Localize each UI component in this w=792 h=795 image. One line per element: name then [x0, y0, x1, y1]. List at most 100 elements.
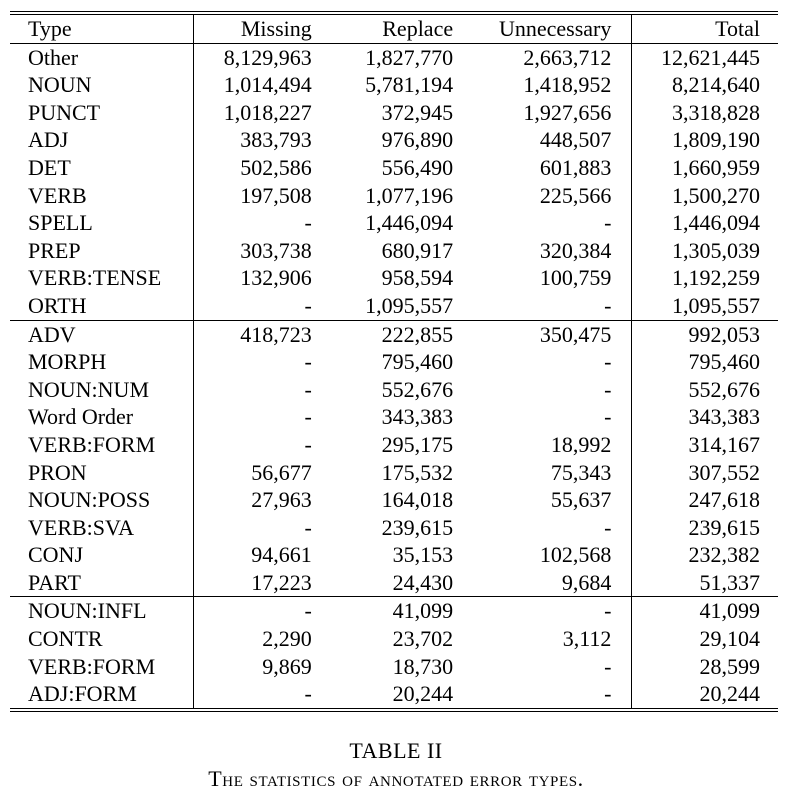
cell-total: 51,337: [631, 568, 778, 597]
cell-missing: 197,508: [193, 181, 322, 210]
cell-missing: -: [193, 348, 322, 376]
table-row: PREP 303,738 680,917 320,384 1,305,039: [10, 236, 778, 265]
cell-replace: 18,730: [392, 653, 454, 679]
cell-missing: -: [193, 430, 322, 459]
cell-type: CONJ: [28, 542, 84, 568]
table-row: VERB:FORM 9,869 18,730 -28,599: [10, 652, 778, 681]
cell-replace: 343,383: [381, 404, 454, 430]
cell-replace: 958,594: [381, 265, 454, 291]
cell-total: 247,618: [631, 486, 778, 514]
cell-unnecessary: 601,883: [539, 154, 612, 180]
cell-unnecessary: 102,568: [539, 542, 612, 568]
cell-total: 1,305,039: [631, 236, 778, 265]
cell-unnecessary: 320,384: [539, 237, 612, 263]
cell-total: 314,167: [631, 430, 778, 459]
cell-replace: 680,917: [381, 237, 454, 263]
cell-missing: 94,661: [193, 541, 322, 569]
cell-missing: 56,677: [193, 458, 322, 487]
cell-missing: 2,290: [193, 625, 322, 653]
cell-unnecessary: 75,343: [550, 459, 612, 485]
table-body: Other 8,129,963 1,827,770 2,663,712 12,621,4…: [10, 43, 778, 708]
cell-type: VERB:SVA: [28, 514, 134, 540]
cell-replace: 976,890: [381, 127, 454, 153]
cell-type: ADV: [10, 319, 194, 349]
table-row: NOUN 1,014,494 5,781,194 1,418,952 8,214,640: [10, 71, 778, 99]
cell-replace: 1,077,196: [365, 182, 454, 208]
cell-total: 8,214,640: [631, 71, 778, 99]
cell-missing: -: [193, 375, 322, 404]
table-row: NOUN:POSS 27,963 164,018 55,637 247,618: [10, 486, 778, 514]
cell-replace: 239,615: [381, 514, 454, 540]
header-missing: Missing: [193, 15, 322, 44]
cell-total: 12,621,445: [631, 43, 778, 72]
header-unnecessary: Unnecessary: [455, 15, 632, 44]
cell-replace: 164,018: [381, 487, 454, 513]
cell-unnecessary: -: [604, 376, 612, 402]
header-total: Total: [631, 15, 778, 44]
cell-replace: 295,175: [381, 431, 454, 457]
cell-replace: 1,827,770: [365, 44, 454, 70]
cell-total: 41,099: [631, 596, 778, 626]
table-row: CONJ 94,661 35,153 102,568 232,382: [10, 541, 778, 569]
cell-total: 552,676: [631, 375, 778, 404]
table-row: ORTH -1,095,557-1,095,557: [10, 291, 778, 321]
cell-type: ADJ:FORM: [28, 681, 137, 707]
cell-replace: 35,153: [392, 542, 454, 568]
cell-replace: 556,490: [381, 154, 454, 180]
cell-unnecessary: 2,663,712: [523, 44, 612, 70]
cell-missing: -: [193, 680, 322, 708]
cell-unnecessary: -: [604, 653, 612, 679]
cell-unnecessary: -: [455, 596, 632, 626]
cell-unnecessary: 9,684: [561, 569, 612, 595]
cell-replace: 175,532: [381, 459, 454, 485]
table-header-row: Type Missing Replace Unnecessary Total: [10, 15, 778, 44]
table-caption-subtitle: The statistics of annotated error types.: [208, 766, 584, 791]
cell-type: PREP: [28, 237, 81, 263]
cell-total: 239,615: [631, 513, 778, 542]
table-row: VERB:TENSE 132,906 958,594 100,759 1,192,259: [10, 264, 778, 292]
statistics-table-container: Type Missing Replace Unnecessary Total O…: [10, 11, 778, 712]
table-row: DET 502,586 556,490 601,883 1,660,959: [10, 153, 778, 182]
table-row: VERB:FORM - 295,175 18,992 314,167: [10, 430, 778, 459]
header-type: Type: [10, 15, 194, 44]
cell-unnecessary: -: [604, 404, 612, 430]
cell-type: VERB:TENSE: [28, 265, 162, 291]
cell-missing: 132,906: [193, 264, 322, 292]
cell-unnecessary: -: [604, 681, 612, 707]
table-row: PRON 56,677 175,532 75,343 307,552: [10, 458, 778, 487]
header-replace: Replace: [321, 15, 456, 44]
cell-total: 992,053: [631, 319, 778, 349]
cell-type: VERB:FORM: [28, 653, 156, 679]
cell-unnecessary: 225,566: [539, 182, 612, 208]
cell-total: 3,318,828: [631, 98, 778, 127]
cell-missing: 418,723: [193, 319, 322, 349]
cell-unnecessary: 350,475: [455, 319, 632, 349]
cell-replace: 23,702: [392, 626, 454, 652]
cell-replace: 795,460: [381, 349, 454, 375]
cell-total: 1,660,959: [631, 153, 778, 182]
cell-type: NOUN:POSS: [28, 487, 151, 513]
cell-replace: 1,446,094: [365, 210, 454, 236]
table-row: PART 17,223 24,430 9,684 51,337: [10, 568, 778, 597]
cell-type: VERB:FORM: [28, 431, 156, 457]
cell-replace: 5,781,194: [365, 72, 454, 98]
cell-missing: 8,129,963: [193, 43, 322, 72]
cell-total: 343,383: [631, 403, 778, 431]
cell-missing: 383,793: [193, 126, 322, 154]
cell-missing: -: [193, 209, 322, 237]
cell-type: VERB: [28, 182, 87, 208]
cell-missing: -: [193, 513, 322, 542]
cell-total: 1,500,270: [631, 181, 778, 210]
table-row: VERB 197,508 1,077,196 225,566 1,500,270: [10, 181, 778, 210]
table-row: MORPH -795,460-795,460: [10, 348, 778, 376]
top-double-rule: [10, 11, 778, 15]
cell-type: Other: [28, 44, 79, 70]
cell-replace: 24,430: [392, 569, 454, 595]
cell-type: SPELL: [28, 210, 93, 236]
cell-unnecessary: 3,112: [562, 626, 612, 652]
cell-replace: 20,244: [392, 681, 454, 707]
bottom-double-rule: [10, 707, 778, 712]
cell-total: 29,104: [631, 625, 778, 653]
cell-missing: 17,223: [193, 568, 322, 597]
cell-total: 1,809,190: [631, 126, 778, 154]
